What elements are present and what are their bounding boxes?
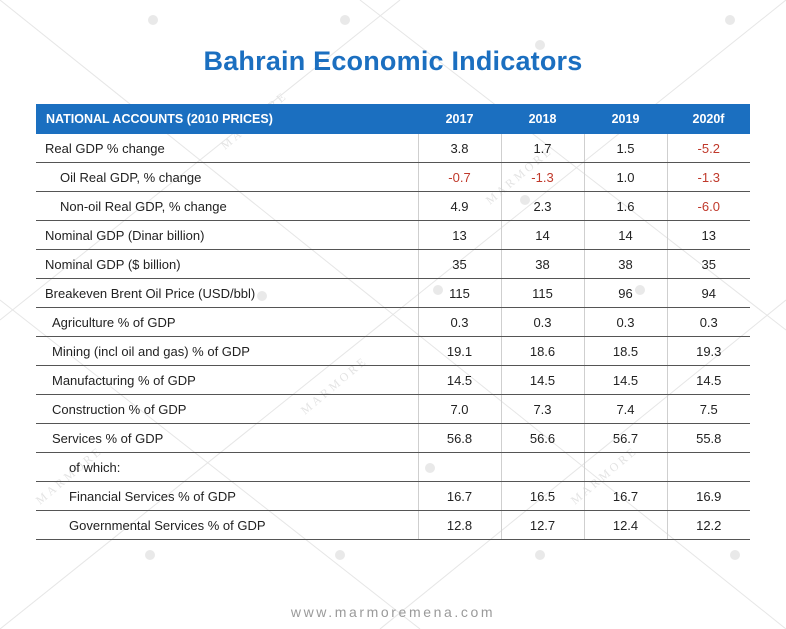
- table-cell: 7.3: [500, 394, 584, 424]
- table-cell: 0.3: [666, 307, 750, 337]
- table-cell: 16.5: [500, 481, 584, 511]
- table-cell: 56.8: [417, 423, 501, 453]
- table-body: Real GDP % change 3.8 1.7 1.5 -5.2 Oil Real G…: [36, 134, 750, 540]
- row-label: Real GDP % change: [36, 134, 418, 163]
- table-cell: 7.0: [417, 394, 501, 424]
- row-label: Construction % of GDP: [36, 394, 418, 424]
- row-label: Mining (incl oil and gas) % of GDP: [36, 336, 418, 366]
- table-cell: 14.5: [500, 365, 584, 395]
- table-cell: 16.7: [417, 481, 501, 511]
- table-row: Non-oil Real GDP, % change 4.9 2.3 1.6 -6.0: [36, 191, 750, 221]
- table-cell: 14: [583, 220, 667, 250]
- table-cell: 1.6: [583, 191, 667, 221]
- table-cell: -1.3: [500, 162, 584, 192]
- table-row: Nominal GDP ($ billion) 35 38 38 35: [36, 249, 750, 279]
- row-label: Agriculture % of GDP: [36, 307, 418, 337]
- row-label: Governmental Services % of GDP: [36, 510, 418, 540]
- row-label: Breakeven Brent Oil Price (USD/bbl): [36, 278, 418, 308]
- table-cell: -0.7: [417, 162, 501, 192]
- table-cell: 12.4: [583, 510, 667, 540]
- table-cell: 0.3: [500, 307, 584, 337]
- table-cell: 0.3: [583, 307, 667, 337]
- table-row: Financial Services % of GDP 16.7 16.5 16.7 1…: [36, 481, 750, 511]
- table-cell: 35: [666, 249, 750, 279]
- table-cell: 7.4: [583, 394, 667, 424]
- table-row: Oil Real GDP, % change -0.7 -1.3 1.0 -1.3: [36, 162, 750, 192]
- table-cell: 38: [583, 249, 667, 279]
- table-row: Nominal GDP (Dinar billion) 13 14 14 13: [36, 220, 750, 250]
- page-title: Bahrain Economic Indicators: [203, 46, 583, 76]
- table-row: Construction % of GDP 7.0 7.3 7.4 7.5: [36, 394, 750, 424]
- table-cell: 35: [417, 249, 501, 279]
- table-cell: 13: [417, 220, 501, 250]
- table-cell: 1.5: [583, 134, 667, 163]
- table-cell: -5.2: [666, 134, 750, 163]
- row-label: Manufacturing % of GDP: [36, 365, 418, 395]
- table-cell: 7.5: [666, 394, 750, 424]
- row-label: Financial Services % of GDP: [36, 481, 418, 511]
- year-header: 2017: [418, 104, 501, 134]
- table-cell: 1.0: [583, 162, 667, 192]
- row-label: Nominal GDP ($ billion): [36, 249, 418, 279]
- table-cell: 2.3: [500, 191, 584, 221]
- table-cell: 16.7: [583, 481, 667, 511]
- indicators-table: NATIONAL ACCOUNTS (2010 PRICES) 2017 201…: [36, 104, 750, 540]
- table-cell: 18.6: [500, 336, 584, 366]
- table-row: of which:: [36, 452, 750, 482]
- row-label: of which:: [36, 452, 418, 482]
- table-cell: 14: [500, 220, 584, 250]
- table-cell: 14.5: [583, 365, 667, 395]
- table-cell: 38: [500, 249, 584, 279]
- table-cell: 19.1: [417, 336, 501, 366]
- table-row: Governmental Services % of GDP 12.8 12.7 12…: [36, 510, 750, 540]
- footer-url: www.marmoremena.com: [290, 604, 496, 620]
- row-label: Services % of GDP: [36, 423, 418, 453]
- table-cell: [417, 452, 501, 482]
- table-cell: -6.0: [666, 191, 750, 221]
- table-row: Agriculture % of GDP 0.3 0.3 0.3 0.3: [36, 307, 750, 337]
- table-cell: 12.8: [417, 510, 501, 540]
- table-cell: 115: [500, 278, 584, 308]
- table-cell: 1.7: [500, 134, 584, 163]
- row-label: Nominal GDP (Dinar billion): [36, 220, 418, 250]
- table-cell: 94: [666, 278, 750, 308]
- table-cell: 12.7: [500, 510, 584, 540]
- table-cell: 4.9: [417, 191, 501, 221]
- table-cell: 55.8: [666, 423, 750, 453]
- table-cell: 115: [417, 278, 501, 308]
- year-header: 2020f: [667, 104, 750, 134]
- table-cell: 56.7: [583, 423, 667, 453]
- table-cell: 56.6: [500, 423, 584, 453]
- year-header: 2019: [584, 104, 667, 134]
- table-row: Breakeven Brent Oil Price (USD/bbl) 115 11…: [36, 278, 750, 308]
- row-label: Oil Real GDP, % change: [36, 162, 418, 192]
- table-cell: 13: [666, 220, 750, 250]
- table-cell: 3.8: [417, 134, 501, 163]
- table-cell: -1.3: [666, 162, 750, 192]
- table-cell: 96: [583, 278, 667, 308]
- table-row: Services % of GDP 56.8 56.6 56.7 55.8: [36, 423, 750, 453]
- table-row: Mining (incl oil and gas) % of GDP 19.1 18…: [36, 336, 750, 366]
- table-cell: 12.2: [666, 510, 750, 540]
- table-cell: 14.5: [666, 365, 750, 395]
- table-cell: [500, 452, 584, 482]
- table-cell: [666, 452, 750, 482]
- header-label: NATIONAL ACCOUNTS (2010 PRICES): [36, 104, 418, 134]
- table-cell: 14.5: [417, 365, 501, 395]
- row-label: Non-oil Real GDP, % change: [36, 191, 418, 221]
- table-row: Manufacturing % of GDP 14.5 14.5 14.5 14.5: [36, 365, 750, 395]
- table-cell: 18.5: [583, 336, 667, 366]
- year-header: 2018: [501, 104, 584, 134]
- table-cell: 16.9: [666, 481, 750, 511]
- table-cell: 19.3: [666, 336, 750, 366]
- table-header-row: NATIONAL ACCOUNTS (2010 PRICES) 2017 201…: [36, 104, 750, 134]
- table-cell: 0.3: [417, 307, 501, 337]
- table-cell: [583, 452, 667, 482]
- table-row: Real GDP % change 3.8 1.7 1.5 -5.2: [36, 134, 750, 163]
